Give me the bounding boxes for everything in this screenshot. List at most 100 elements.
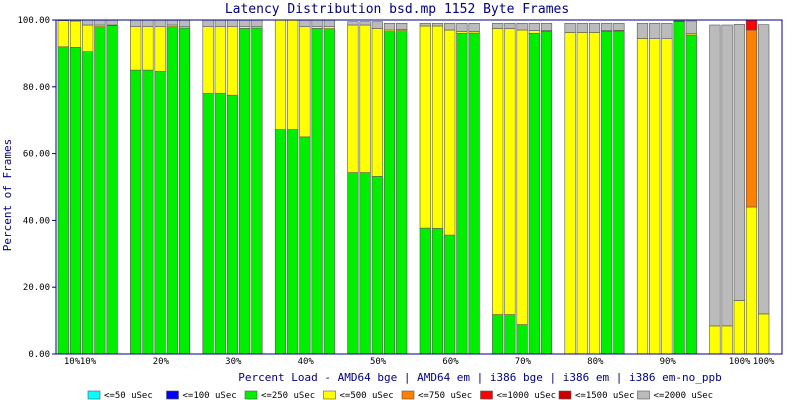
- bar-segment: [492, 22, 504, 29]
- bar-segment: [130, 26, 142, 71]
- bar-segment: [94, 26, 106, 355]
- bar-segment: [166, 26, 178, 355]
- bar-segment: [601, 22, 613, 31]
- bar-segment: [456, 33, 468, 355]
- x-tick-label: 80%: [587, 357, 604, 367]
- legend-label: <=1500 uSec: [575, 391, 635, 400]
- bar-segment: [456, 31, 468, 34]
- x-ticks: 10% 10% 20% 30% 40% 50% 60% 70% 80% 90% 100% 100%: [64, 357, 775, 367]
- bar-segment: [745, 19, 758, 31]
- bar-segment: [359, 24, 371, 173]
- x-tick-label: 30%: [225, 357, 242, 367]
- bar-segment: [468, 32, 480, 355]
- bar-segment: [709, 24, 721, 327]
- bar-segment: [564, 32, 576, 355]
- plot-frame: [55, 19, 783, 355]
- bar-segment: [733, 23, 745, 301]
- bar-segment: [516, 22, 528, 31]
- bar-segment: [106, 25, 118, 355]
- x-tick-label: 90%: [660, 357, 677, 367]
- bar-segment: [311, 19, 323, 27]
- bar-segment: [226, 94, 239, 355]
- bar-segment: [371, 28, 383, 177]
- y-tick-label: 100.00: [17, 16, 50, 26]
- bar-segment: [299, 136, 311, 355]
- bar-segment: [274, 129, 287, 355]
- bar-segment: [468, 22, 480, 32]
- x-tick-label: 40%: [298, 357, 315, 367]
- bar-segment: [57, 46, 69, 355]
- bar-segment: [745, 29, 758, 208]
- legend-swatch: [401, 390, 415, 400]
- bar-segment: [82, 24, 94, 53]
- legend-label: <=50 uSec: [104, 391, 153, 400]
- bar-segment: [758, 24, 770, 315]
- bar-segment: [130, 19, 142, 27]
- bar-segment: [564, 22, 576, 33]
- bar-segment: [166, 19, 178, 26]
- bar-segment: [251, 27, 263, 355]
- bar-segment: [287, 129, 299, 355]
- bar-segment: [431, 22, 444, 27]
- bar-segment: [287, 19, 299, 130]
- bar-segment: [323, 19, 335, 27]
- bar-segment: [82, 51, 94, 355]
- x-tick-label: 100%: [729, 357, 751, 367]
- y-tick-label: 60.00: [23, 150, 50, 160]
- bar-segment: [540, 31, 553, 355]
- bar-segment: [214, 93, 226, 355]
- bar-segment: [371, 176, 383, 355]
- bar-segment: [758, 313, 770, 355]
- x-tick-label: 20%: [153, 357, 170, 367]
- bar-segment: [468, 31, 480, 34]
- legend-swatch: [323, 390, 336, 400]
- bar-segment: [154, 26, 166, 72]
- bar-segment: [504, 22, 516, 29]
- y-ticks: 0.00 20.00 40.00 60.00 80.00 100.00: [17, 16, 56, 360]
- bar-segment: [347, 24, 359, 173]
- bar-segment: [733, 300, 745, 355]
- bar-segment: [371, 21, 383, 29]
- bar-segment: [492, 28, 504, 315]
- bar-segment: [142, 69, 154, 355]
- bar-segment: [431, 25, 444, 229]
- bar-segment: [576, 22, 588, 33]
- legend-label: <=1000 uSec: [497, 391, 557, 400]
- bar-segment: [383, 31, 396, 355]
- x-tick-label: 60%: [442, 357, 459, 367]
- bar-segment: [239, 19, 251, 27]
- x-tick-label: 100%: [753, 357, 775, 367]
- bar-segment: [516, 324, 528, 355]
- bars-layer: [57, 19, 770, 355]
- legend: <=50 uSec <=100 uSec <=250 uSec <=500 uSec <…: [87, 390, 713, 400]
- bar-segment: [613, 30, 625, 355]
- chart-title: Latency Distribution bsd.mp 1152 Byte Fr…: [225, 2, 569, 17]
- bar-segment: [359, 172, 371, 355]
- bar-segment: [299, 26, 311, 138]
- bar-segment: [601, 31, 613, 355]
- bar-segment: [396, 30, 408, 355]
- bar-segment: [311, 28, 323, 355]
- bar-segment: [359, 21, 371, 26]
- bar-segment: [685, 20, 697, 34]
- bar-segment: [202, 26, 214, 94]
- legend-swatch: [166, 390, 179, 400]
- bar-segment: [528, 33, 540, 355]
- bar-segment: [57, 20, 69, 48]
- bar-segment: [528, 30, 540, 34]
- bar-segment: [685, 34, 697, 355]
- bar-segment: [419, 227, 431, 355]
- bar-segment: [419, 25, 431, 229]
- x-tick-label: 70%: [515, 357, 532, 367]
- bar-segment: [431, 228, 444, 355]
- bar-segment: [202, 19, 214, 27]
- bar-segment: [396, 22, 408, 30]
- legend-label: <=750 uSec: [418, 391, 472, 400]
- bar-segment: [709, 325, 721, 355]
- bar-segment: [142, 19, 154, 27]
- bar-segment: [347, 21, 359, 26]
- x-tick-label: 10%: [64, 357, 81, 367]
- bar-segment: [444, 22, 456, 31]
- bar-segment: [649, 22, 661, 39]
- bar-segment: [444, 29, 456, 236]
